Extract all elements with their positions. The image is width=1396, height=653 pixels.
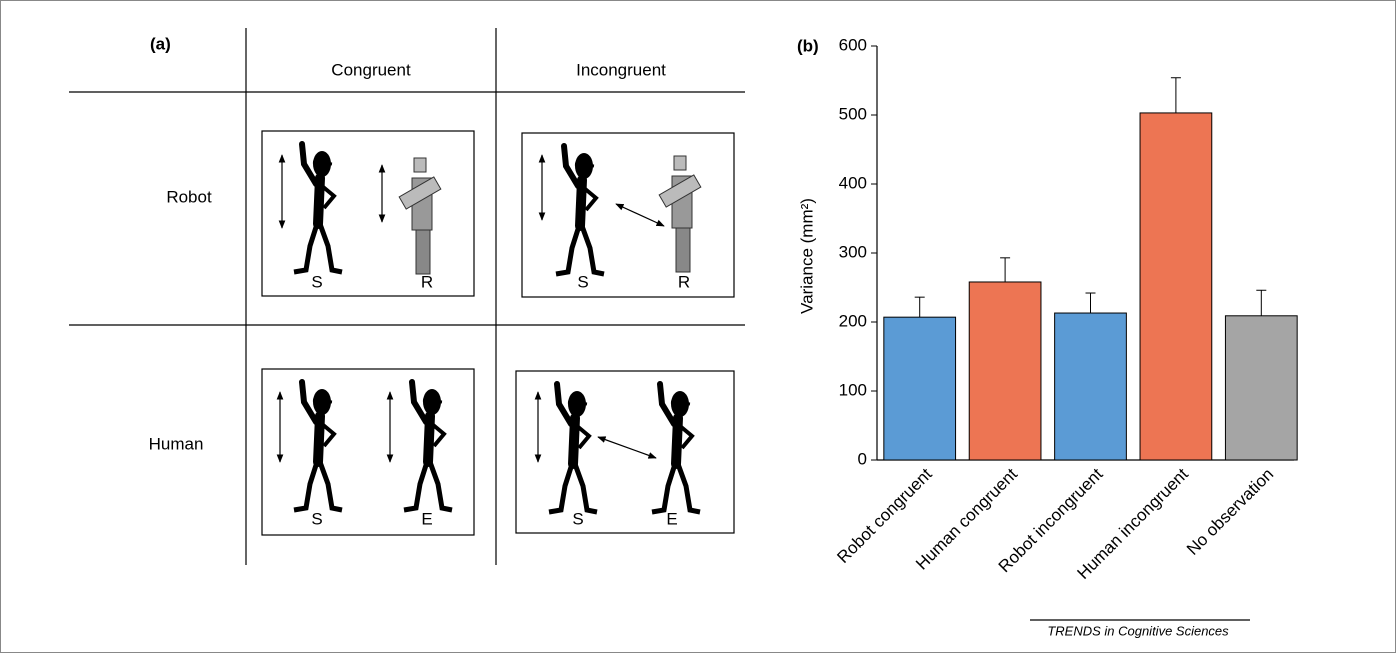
- column-header: Congruent: [331, 60, 411, 79]
- panel-label: (b): [797, 36, 819, 55]
- figure: (a) Congruent Incongruent Robot Human S …: [0, 0, 1396, 653]
- source: TRENDS in Cognitive Sciences: [1047, 623, 1229, 638]
- figure-label: S: [577, 272, 588, 291]
- y-axis-label: Variance (mm²): [797, 198, 816, 314]
- y-tick-label: 200: [839, 311, 867, 330]
- scene-box: [522, 133, 734, 297]
- figure-label: S: [311, 509, 322, 528]
- figure-label: R: [678, 272, 690, 291]
- bar: [1055, 313, 1127, 460]
- y-tick-label: 500: [839, 104, 867, 123]
- bar: [884, 317, 956, 460]
- panel-label: (a): [150, 34, 171, 53]
- row-header: Human: [149, 434, 204, 453]
- figure-label: E: [421, 509, 432, 528]
- scene-box: [262, 131, 474, 296]
- figure-label: S: [311, 272, 322, 291]
- y-tick-label: 400: [839, 173, 867, 192]
- bar: [1225, 316, 1297, 460]
- scene-figures: [280, 144, 701, 512]
- scene-box: [516, 371, 734, 533]
- row-header: Robot: [166, 187, 212, 206]
- y-tick-label: 100: [839, 380, 867, 399]
- column-header: Incongruent: [576, 60, 666, 79]
- figure-label: R: [421, 272, 433, 291]
- figure-label: S: [572, 509, 583, 528]
- y-tick-label: 300: [839, 242, 867, 261]
- bar: [969, 282, 1041, 460]
- y-tick-label: 600: [839, 35, 867, 54]
- y-tick-label: 0: [858, 449, 867, 468]
- bar: [1140, 113, 1212, 460]
- x-tick-label: No observation: [1183, 465, 1277, 559]
- figure-label: E: [666, 509, 677, 528]
